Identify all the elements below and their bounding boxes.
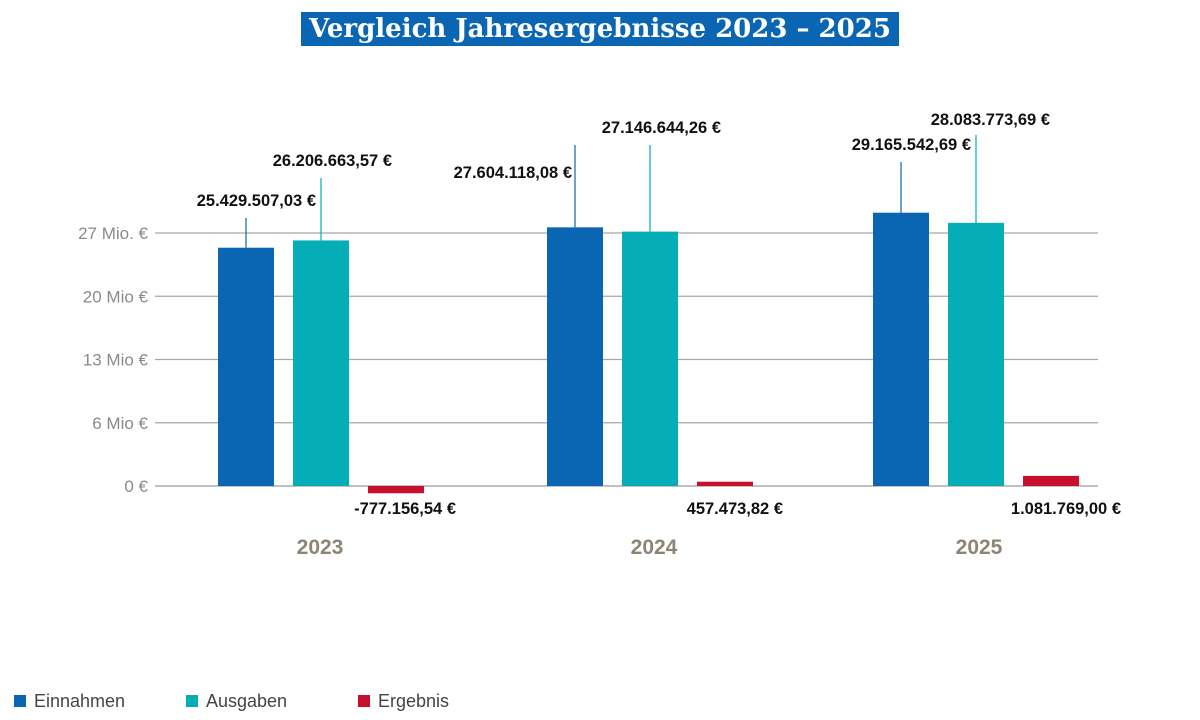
bar-einnahmen-2025: [873, 212, 929, 486]
category-label-2024: 2024: [631, 536, 678, 559]
chart-title: Vergleich Jahresergebnisse 2023 – 2025: [301, 12, 899, 46]
category-label-2023: 2023: [297, 536, 344, 559]
data-label-ausgaben-2024: 27.146.644,26 €: [602, 119, 721, 137]
data-label-ergebnis-2024: 457.473,82 €: [687, 500, 783, 518]
y-tick-label-3: 20 Mio €: [83, 287, 149, 306]
y-axis-ticks: 0 € 6 Mio € 13 Mio € 20 Mio € 27 Mio. €: [78, 224, 148, 496]
data-label-einnahmen-2025: 29.165.542,69 €: [852, 136, 971, 154]
legend-swatch-einnahmen: [14, 695, 26, 707]
bar-ausgaben-2023: [293, 240, 349, 486]
data-label-ausgaben-2025: 28.083.773,69 €: [931, 111, 1050, 129]
legend-item-ausgaben: Ausgaben: [186, 691, 358, 712]
data-label-ergebnis-2023: -777.156,54 €: [354, 500, 456, 518]
category-label-2025: 2025: [956, 536, 1003, 559]
category-labels: 2023 2024 2025: [297, 536, 1003, 559]
bar-ergebnis-2025: [1023, 475, 1079, 486]
bar-einnahmen-2023: [218, 247, 274, 486]
bars: [218, 212, 1079, 494]
y-tick-label-1: 6 Mio €: [92, 414, 148, 433]
data-label-ergebnis-2025: 1.081.769,00 €: [1011, 500, 1121, 518]
legend-label-ausgaben: Ausgaben: [206, 690, 288, 711]
legend: Einnahmen Ausgaben Ergebnis: [14, 690, 530, 712]
bar-chart: 0 € 6 Mio € 13 Mio € 20 Mio € 27 Mio. € 25.4…: [78, 111, 1121, 559]
data-labels: 25.429.507,03 € 27.604.118,08 € 29.165.542…: [197, 111, 1121, 518]
legend-label-einnahmen: Einnahmen: [34, 690, 126, 711]
y-tick-label-0: 0 €: [124, 477, 148, 496]
legend-item-ergebnis: Ergebnis: [358, 691, 530, 712]
bar-ausgaben-2024: [622, 231, 678, 486]
legend-label-ergebnis: Ergebnis: [378, 690, 450, 711]
legend-swatch-ausgaben: [186, 695, 198, 707]
y-tick-label-2: 13 Mio €: [83, 351, 149, 370]
y-tick-label-4: 27 Mio. €: [78, 224, 148, 243]
bar-ausgaben-2025: [948, 222, 1004, 486]
data-label-einnahmen-2023: 25.429.507,03 €: [197, 192, 316, 210]
data-label-einnahmen-2024: 27.604.118,08 €: [454, 164, 572, 182]
bar-einnahmen-2024: [547, 227, 603, 487]
bar-ergebnis-2023: [368, 486, 424, 494]
legend-swatch-ergebnis: [358, 695, 370, 707]
data-label-ausgaben-2023: 26.206.663,57 €: [273, 152, 392, 170]
label-leader-lines: [245, 135, 977, 248]
bar-ergebnis-2024: [697, 481, 753, 486]
title-wrap: Vergleich Jahresergebnisse 2023 – 2025: [0, 12, 1200, 46]
legend-item-einnahmen: Einnahmen: [14, 691, 186, 712]
